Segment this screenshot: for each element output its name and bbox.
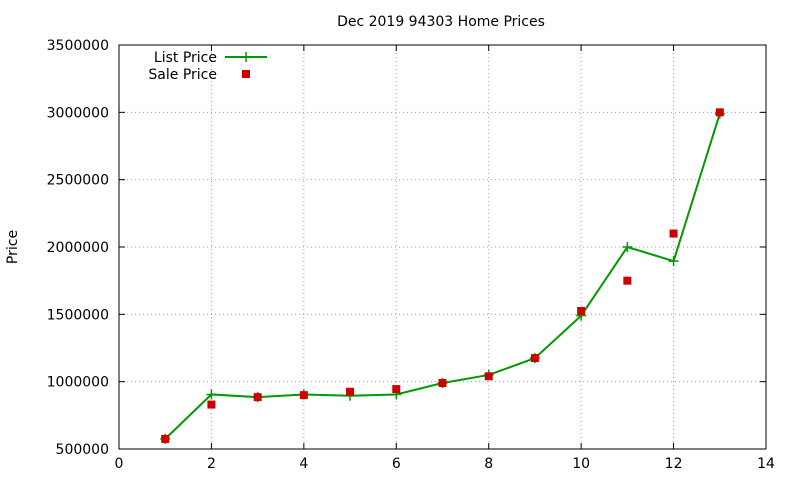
y-tick-label: 2000000 <box>47 240 109 256</box>
x-tick-label: 14 <box>757 456 775 472</box>
sale-price-point <box>346 387 355 396</box>
legend-square-swatch <box>242 70 250 78</box>
x-tick-label: 6 <box>392 456 401 472</box>
sale-price-point <box>715 108 724 117</box>
grid <box>119 45 766 449</box>
series <box>160 108 725 444</box>
sale-price-point <box>623 276 632 285</box>
x-tick-label: 2 <box>207 456 216 472</box>
list-price-line <box>164 113 721 440</box>
legend-label: Sale Price <box>148 67 217 83</box>
y-tick-label: 1000000 <box>47 375 109 391</box>
y-tick-label: 3500000 <box>47 38 109 54</box>
y-tick-label: 1500000 <box>47 307 109 323</box>
sale-price-point <box>299 391 308 400</box>
x-tick-label: 8 <box>484 456 493 472</box>
y-axis-label: Price <box>5 230 21 264</box>
x-tick-labels: 0 2 4 6 8 10 12 14 <box>115 456 775 472</box>
x-tick-label: 4 <box>299 456 308 472</box>
sale-price-point <box>161 434 170 443</box>
axis-ticks <box>118 44 767 450</box>
series-list-price <box>160 108 725 444</box>
sale-price-point <box>577 306 586 315</box>
series-sale-price <box>161 108 724 443</box>
list-price-point <box>668 256 679 267</box>
y-tick-label: 3000000 <box>47 105 109 121</box>
x-tick-label: 12 <box>665 456 683 472</box>
sale-price-point <box>438 379 447 388</box>
chart-title: Dec 2019 94303 Home Prices <box>337 14 545 30</box>
x-tick-label: 0 <box>115 456 124 472</box>
x-tick-label: 10 <box>572 456 590 472</box>
sale-price-point <box>207 400 216 409</box>
sale-price-point <box>253 393 262 402</box>
sale-price-point <box>669 229 678 238</box>
legend-plus-swatch <box>241 52 251 62</box>
sale-price-point <box>392 385 401 394</box>
y-tick-label: 2500000 <box>47 173 109 189</box>
sale-price-point <box>484 372 493 381</box>
legend-label: List Price <box>154 50 217 66</box>
plot-frame <box>118 44 767 450</box>
list-price-point <box>206 389 217 400</box>
sale-price-point <box>530 354 539 363</box>
y-tick-labels: 500000 1000000 1500000 2000000 2500000 300000… <box>47 38 109 458</box>
list-price-point <box>622 242 633 252</box>
y-tick-label: 500000 <box>56 442 109 458</box>
